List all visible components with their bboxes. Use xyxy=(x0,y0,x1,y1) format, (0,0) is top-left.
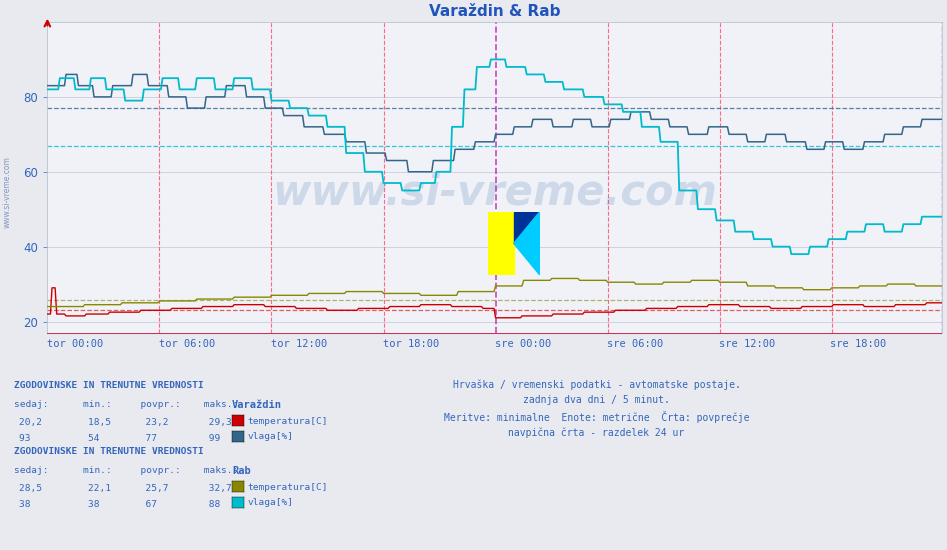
Text: 20,2        18,5      23,2       29,3: 20,2 18,5 23,2 29,3 xyxy=(19,418,232,427)
Polygon shape xyxy=(513,212,540,275)
Text: Rab: Rab xyxy=(232,465,251,476)
Text: www.si-vreme.com: www.si-vreme.com xyxy=(3,157,12,228)
Text: sre 06:00: sre 06:00 xyxy=(607,339,663,349)
Polygon shape xyxy=(513,212,540,243)
Text: temperatura[C]: temperatura[C] xyxy=(247,416,328,426)
Text: Varaždin: Varaždin xyxy=(232,399,282,410)
Text: tor 18:00: tor 18:00 xyxy=(383,339,439,349)
Title: Varaždin & Rab: Varaždin & Rab xyxy=(429,4,561,19)
Text: sedaj:      min.:     povpr.:    maks.:: sedaj: min.: povpr.: maks.: xyxy=(14,400,239,409)
Text: vlaga[%]: vlaga[%] xyxy=(247,498,294,508)
Text: 38          38        67         88: 38 38 67 88 xyxy=(19,499,221,509)
Text: tor 12:00: tor 12:00 xyxy=(271,339,328,349)
Bar xyxy=(488,212,513,275)
Text: temperatura[C]: temperatura[C] xyxy=(247,482,328,492)
Text: sre 00:00: sre 00:00 xyxy=(495,339,551,349)
Text: www.si-vreme.com: www.si-vreme.com xyxy=(273,172,717,214)
Text: ZGODOVINSKE IN TRENUTNE VREDNOSTI: ZGODOVINSKE IN TRENUTNE VREDNOSTI xyxy=(14,447,204,456)
Text: 28,5        22,1      25,7       32,7: 28,5 22,1 25,7 32,7 xyxy=(19,484,232,493)
Text: sre 18:00: sre 18:00 xyxy=(831,339,886,349)
Text: tor 00:00: tor 00:00 xyxy=(47,339,103,349)
Text: ZGODOVINSKE IN TRENUTNE VREDNOSTI: ZGODOVINSKE IN TRENUTNE VREDNOSTI xyxy=(14,381,204,390)
Text: tor 06:00: tor 06:00 xyxy=(159,339,216,349)
Text: sedaj:      min.:     povpr.:    maks.:: sedaj: min.: povpr.: maks.: xyxy=(14,466,239,475)
Text: Hrvaška / vremenski podatki - avtomatske postaje.
zadnja dva dni / 5 minut.
Meri: Hrvaška / vremenski podatki - avtomatske… xyxy=(444,379,749,438)
Text: 93          54        77         99: 93 54 77 99 xyxy=(19,433,221,443)
Text: vlaga[%]: vlaga[%] xyxy=(247,432,294,442)
Text: sre 12:00: sre 12:00 xyxy=(719,339,775,349)
